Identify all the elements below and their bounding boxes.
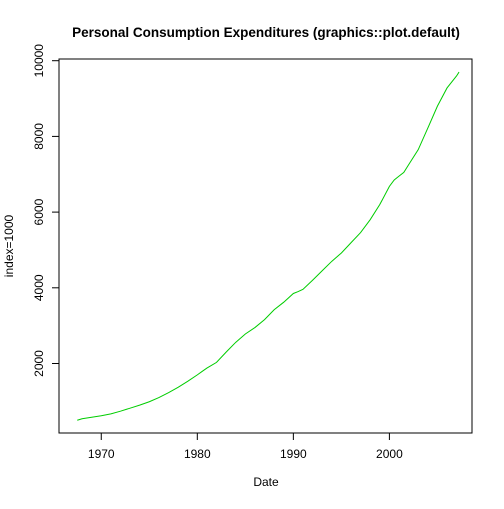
x-axis: 1970 1980 1990 2000 <box>88 432 403 461</box>
x-tick-label: 1970 <box>88 447 115 461</box>
y-tick-label: 8000 <box>32 123 46 150</box>
series-line <box>77 71 460 421</box>
y-tick-label: 6000 <box>32 198 46 225</box>
x-tick-label: 1990 <box>280 447 307 461</box>
chart-title: Personal Consumption Expenditures (graph… <box>72 25 460 40</box>
y-axis-label: index=1000 <box>2 214 16 277</box>
y-tick-label: 10000 <box>32 44 46 78</box>
plot-area <box>58 58 473 434</box>
y-tick-label: 2000 <box>32 350 46 377</box>
y-axis: 2000 4000 6000 8000 10000 <box>32 44 60 377</box>
x-axis-label: Date <box>253 475 279 489</box>
x-tick-label: 1980 <box>184 447 211 461</box>
y-tick-label: 4000 <box>32 274 46 301</box>
series-layer <box>77 71 460 421</box>
x-tick-label: 2000 <box>376 447 403 461</box>
